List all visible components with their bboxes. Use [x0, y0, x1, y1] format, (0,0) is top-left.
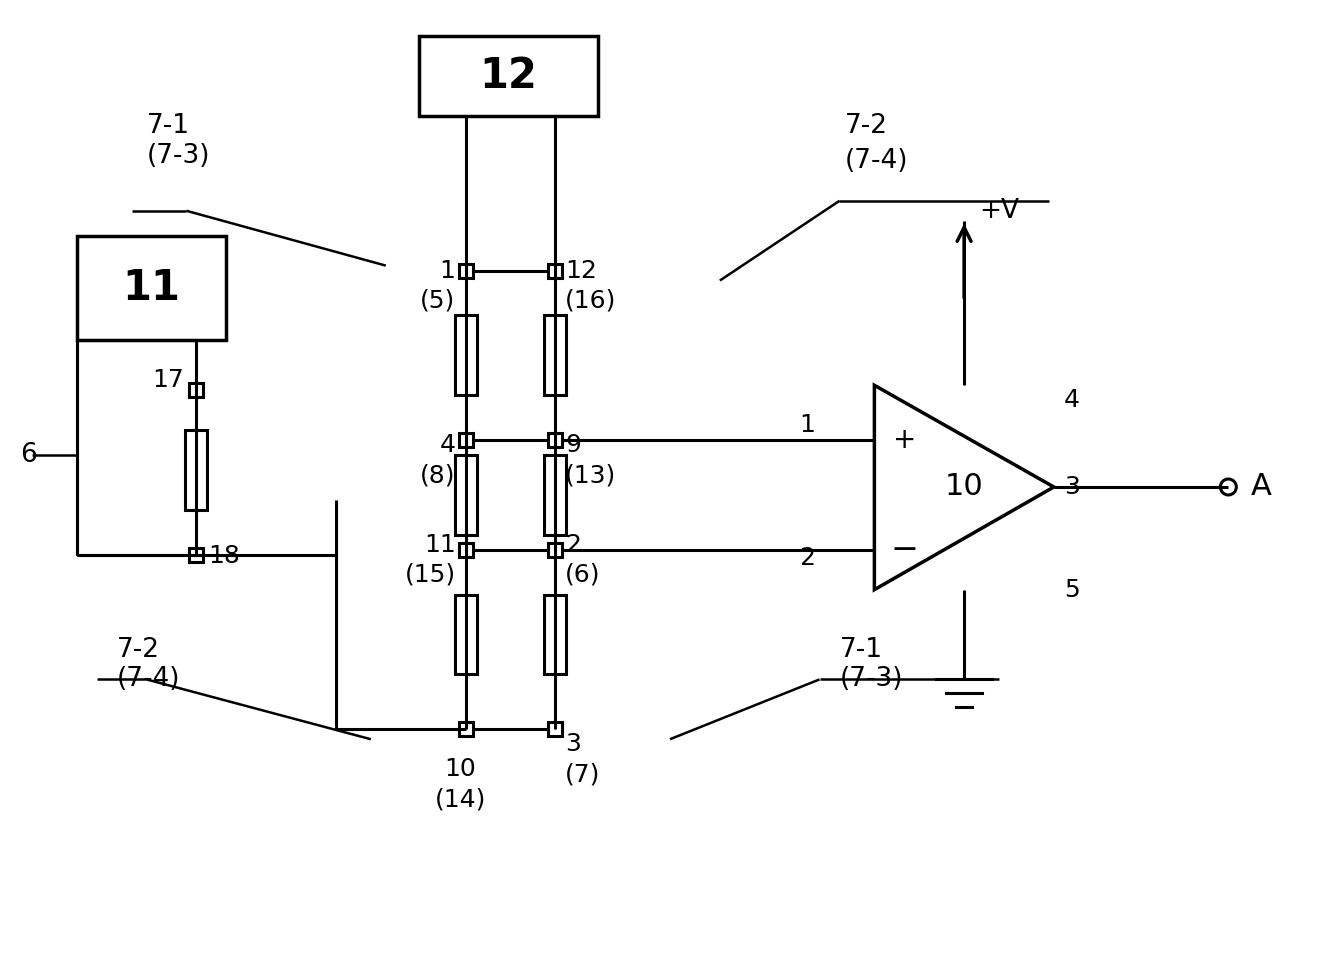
Bar: [458, 543, 473, 557]
Text: 1: 1: [440, 258, 455, 282]
Text: 7-2: 7-2: [116, 636, 160, 662]
Bar: [548, 543, 562, 557]
Bar: [454, 456, 477, 535]
Text: +V: +V: [979, 198, 1019, 224]
Text: 2: 2: [800, 545, 816, 569]
Text: A: A: [1250, 473, 1271, 501]
Text: 18: 18: [209, 544, 240, 568]
Text: (16): (16): [565, 288, 616, 313]
Text: 3: 3: [1064, 475, 1080, 499]
Text: (6): (6): [565, 563, 601, 587]
Bar: [548, 723, 562, 736]
Text: (7-3): (7-3): [840, 666, 903, 693]
Text: 17: 17: [153, 368, 185, 392]
Text: 10: 10: [445, 757, 477, 781]
Bar: [544, 316, 566, 395]
Bar: [544, 456, 566, 535]
Text: 6: 6: [20, 442, 37, 468]
Text: −: −: [890, 533, 919, 567]
Bar: [454, 594, 477, 675]
Text: 11: 11: [123, 267, 181, 308]
Bar: [458, 434, 473, 447]
Text: (7-4): (7-4): [845, 148, 908, 174]
Text: (13): (13): [565, 463, 616, 487]
Bar: [185, 430, 207, 510]
Bar: [458, 723, 473, 736]
Text: 3: 3: [565, 732, 581, 756]
Text: (14): (14): [434, 787, 486, 812]
Text: 12: 12: [565, 258, 597, 282]
Bar: [458, 263, 473, 278]
Text: (7): (7): [565, 762, 601, 786]
Text: 4: 4: [1064, 389, 1080, 412]
Text: 10: 10: [945, 473, 983, 501]
Text: 7-1: 7-1: [840, 636, 883, 662]
Text: 7-2: 7-2: [845, 113, 887, 139]
Text: +: +: [892, 426, 916, 455]
Bar: [189, 547, 203, 562]
Bar: [544, 594, 566, 675]
Bar: [418, 36, 598, 116]
Bar: [454, 316, 477, 395]
Text: 11: 11: [424, 533, 455, 557]
Bar: [77, 235, 226, 341]
Text: (5): (5): [420, 288, 455, 313]
Text: 5: 5: [1064, 578, 1080, 602]
Text: 2: 2: [565, 533, 581, 557]
Text: 4: 4: [440, 434, 455, 457]
Text: 7-1: 7-1: [147, 113, 190, 139]
Text: 12: 12: [479, 56, 537, 98]
Bar: [189, 383, 203, 397]
Bar: [548, 263, 562, 278]
Bar: [548, 434, 562, 447]
Text: (15): (15): [404, 563, 455, 587]
Text: 1: 1: [800, 413, 816, 437]
Text: 9: 9: [565, 434, 581, 457]
Text: (8): (8): [420, 463, 455, 487]
Text: (7-3): (7-3): [147, 143, 210, 169]
Text: (7-4): (7-4): [116, 666, 180, 693]
